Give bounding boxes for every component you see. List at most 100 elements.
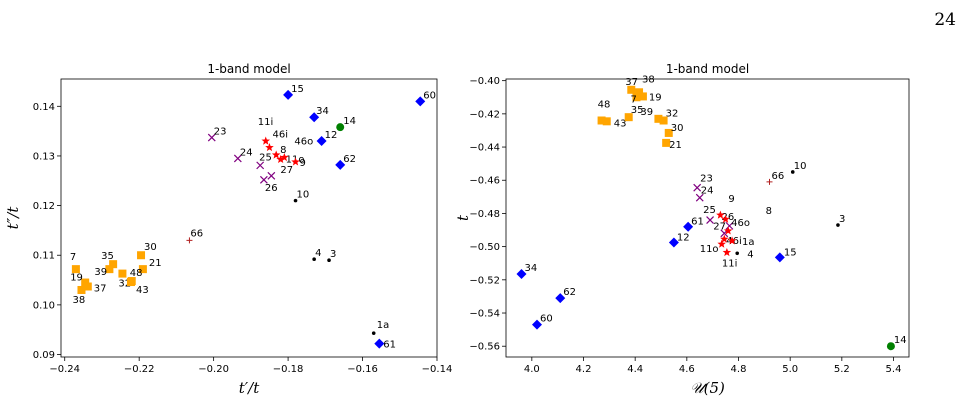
left-scatter-panel: 1-band model −0.24 −0.22 −0.20 −0.18 −0.16 −0.… [4, 62, 452, 397]
x-tick-label: 4.2 [576, 364, 592, 375]
x-marker [267, 171, 276, 180]
diamond-marker [555, 293, 566, 304]
chart-title: 1-band model [207, 62, 290, 76]
point-label: 34 [525, 263, 538, 274]
point-label: 39 [640, 107, 653, 118]
x-marker [706, 216, 715, 224]
point-label: 11i [258, 117, 274, 128]
point-label: 1a [377, 320, 390, 331]
point-label: 62 [563, 287, 576, 298]
x-marker [233, 154, 242, 163]
chart-title: 1-band model [666, 62, 749, 76]
dot-marker [735, 251, 740, 256]
star-marker [265, 143, 274, 152]
y-tick-label: −0.44 [469, 143, 500, 154]
y-axis-title: t″/t [4, 206, 22, 230]
x-marker [259, 175, 268, 184]
x-tick-label: −0.18 [273, 364, 304, 375]
dot-marker [312, 257, 316, 262]
point-label: 61 [691, 217, 704, 228]
square-marker [71, 265, 80, 274]
diamond-marker [532, 319, 542, 330]
point-label: 37 [94, 284, 107, 295]
point-label: 12 [325, 130, 338, 141]
diamond-marker [309, 112, 320, 123]
x-tick-label: 4.8 [731, 364, 747, 375]
x-marker [693, 183, 702, 192]
dot-marker [836, 223, 840, 227]
square-marker [635, 88, 644, 97]
point-label: 37 [625, 77, 638, 88]
x-marker [256, 161, 265, 170]
point-label: 66 [190, 228, 203, 239]
point-label: 60 [540, 314, 553, 325]
star-marker [276, 154, 285, 164]
y-tick-label: −0.40 [469, 76, 500, 87]
x-tick-label: 4.4 [627, 364, 643, 375]
square-marker [627, 85, 636, 94]
point-label: 39 [94, 267, 107, 278]
point-label: 14 [343, 116, 356, 127]
x-axis-title: t′/t [239, 379, 260, 397]
y-tick-label: 0.10 [33, 300, 55, 311]
diamond-marker [774, 252, 785, 263]
point-label: 10 [794, 161, 807, 172]
point-label: 7 [630, 94, 636, 105]
point-label: 27 [713, 221, 726, 232]
point-label: 46i [726, 236, 742, 247]
point-label: 10 [297, 190, 310, 201]
point-label: 46o [294, 136, 313, 147]
point-label: 15 [291, 84, 304, 95]
square-marker [597, 116, 606, 125]
point-label: 11i [722, 258, 738, 269]
x-tick-label: −0.24 [49, 364, 80, 375]
page-number: 24 [934, 10, 956, 30]
square-marker [664, 128, 673, 137]
point-label: 23 [214, 127, 227, 138]
point-label: 46i [272, 130, 288, 141]
star-marker [271, 150, 281, 159]
circle-marker [336, 123, 345, 132]
point-label: 8 [280, 145, 286, 156]
diamond-marker [335, 159, 346, 170]
square-marker [662, 138, 671, 147]
point-label: 48 [598, 99, 611, 110]
square-marker [638, 92, 647, 101]
x-tick-label: 5.4 [886, 364, 902, 375]
y-tick-label: 0.09 [33, 350, 55, 361]
point-label: 26 [721, 212, 734, 223]
y-tick-label: 0.13 [33, 151, 55, 162]
diamond-marker [516, 269, 527, 280]
diamond-marker [374, 338, 385, 349]
x-tick-label: −0.22 [124, 364, 155, 375]
star-marker [723, 226, 733, 235]
square-marker [138, 265, 147, 274]
diamond-marker [415, 96, 426, 107]
square-marker [77, 285, 86, 294]
point-label: 21 [669, 140, 682, 151]
point-label: 66 [772, 171, 785, 182]
x-tick-label: 4.0 [524, 364, 540, 375]
plot-frame [60, 78, 438, 358]
star-marker [291, 157, 300, 166]
point-label: 1a [742, 237, 755, 248]
point-label: 3 [330, 249, 336, 260]
point-label: 46o [731, 218, 750, 229]
star-marker [720, 234, 729, 243]
star-marker [722, 247, 732, 257]
star-marker [727, 236, 737, 245]
square-marker [624, 113, 633, 122]
square-marker [137, 251, 146, 260]
point-label: 38 [72, 295, 85, 306]
dot-marker [371, 331, 376, 335]
point-label: 43 [614, 118, 627, 129]
y-tick-label: −0.54 [469, 309, 500, 320]
point-label: 48 [130, 268, 143, 279]
point-label: 21 [149, 258, 162, 269]
point-label: 26 [265, 183, 278, 194]
diamond-marker [683, 221, 694, 232]
point-label: 38 [642, 74, 655, 85]
x-tick-label: −0.16 [347, 364, 378, 375]
square-marker [602, 117, 611, 126]
